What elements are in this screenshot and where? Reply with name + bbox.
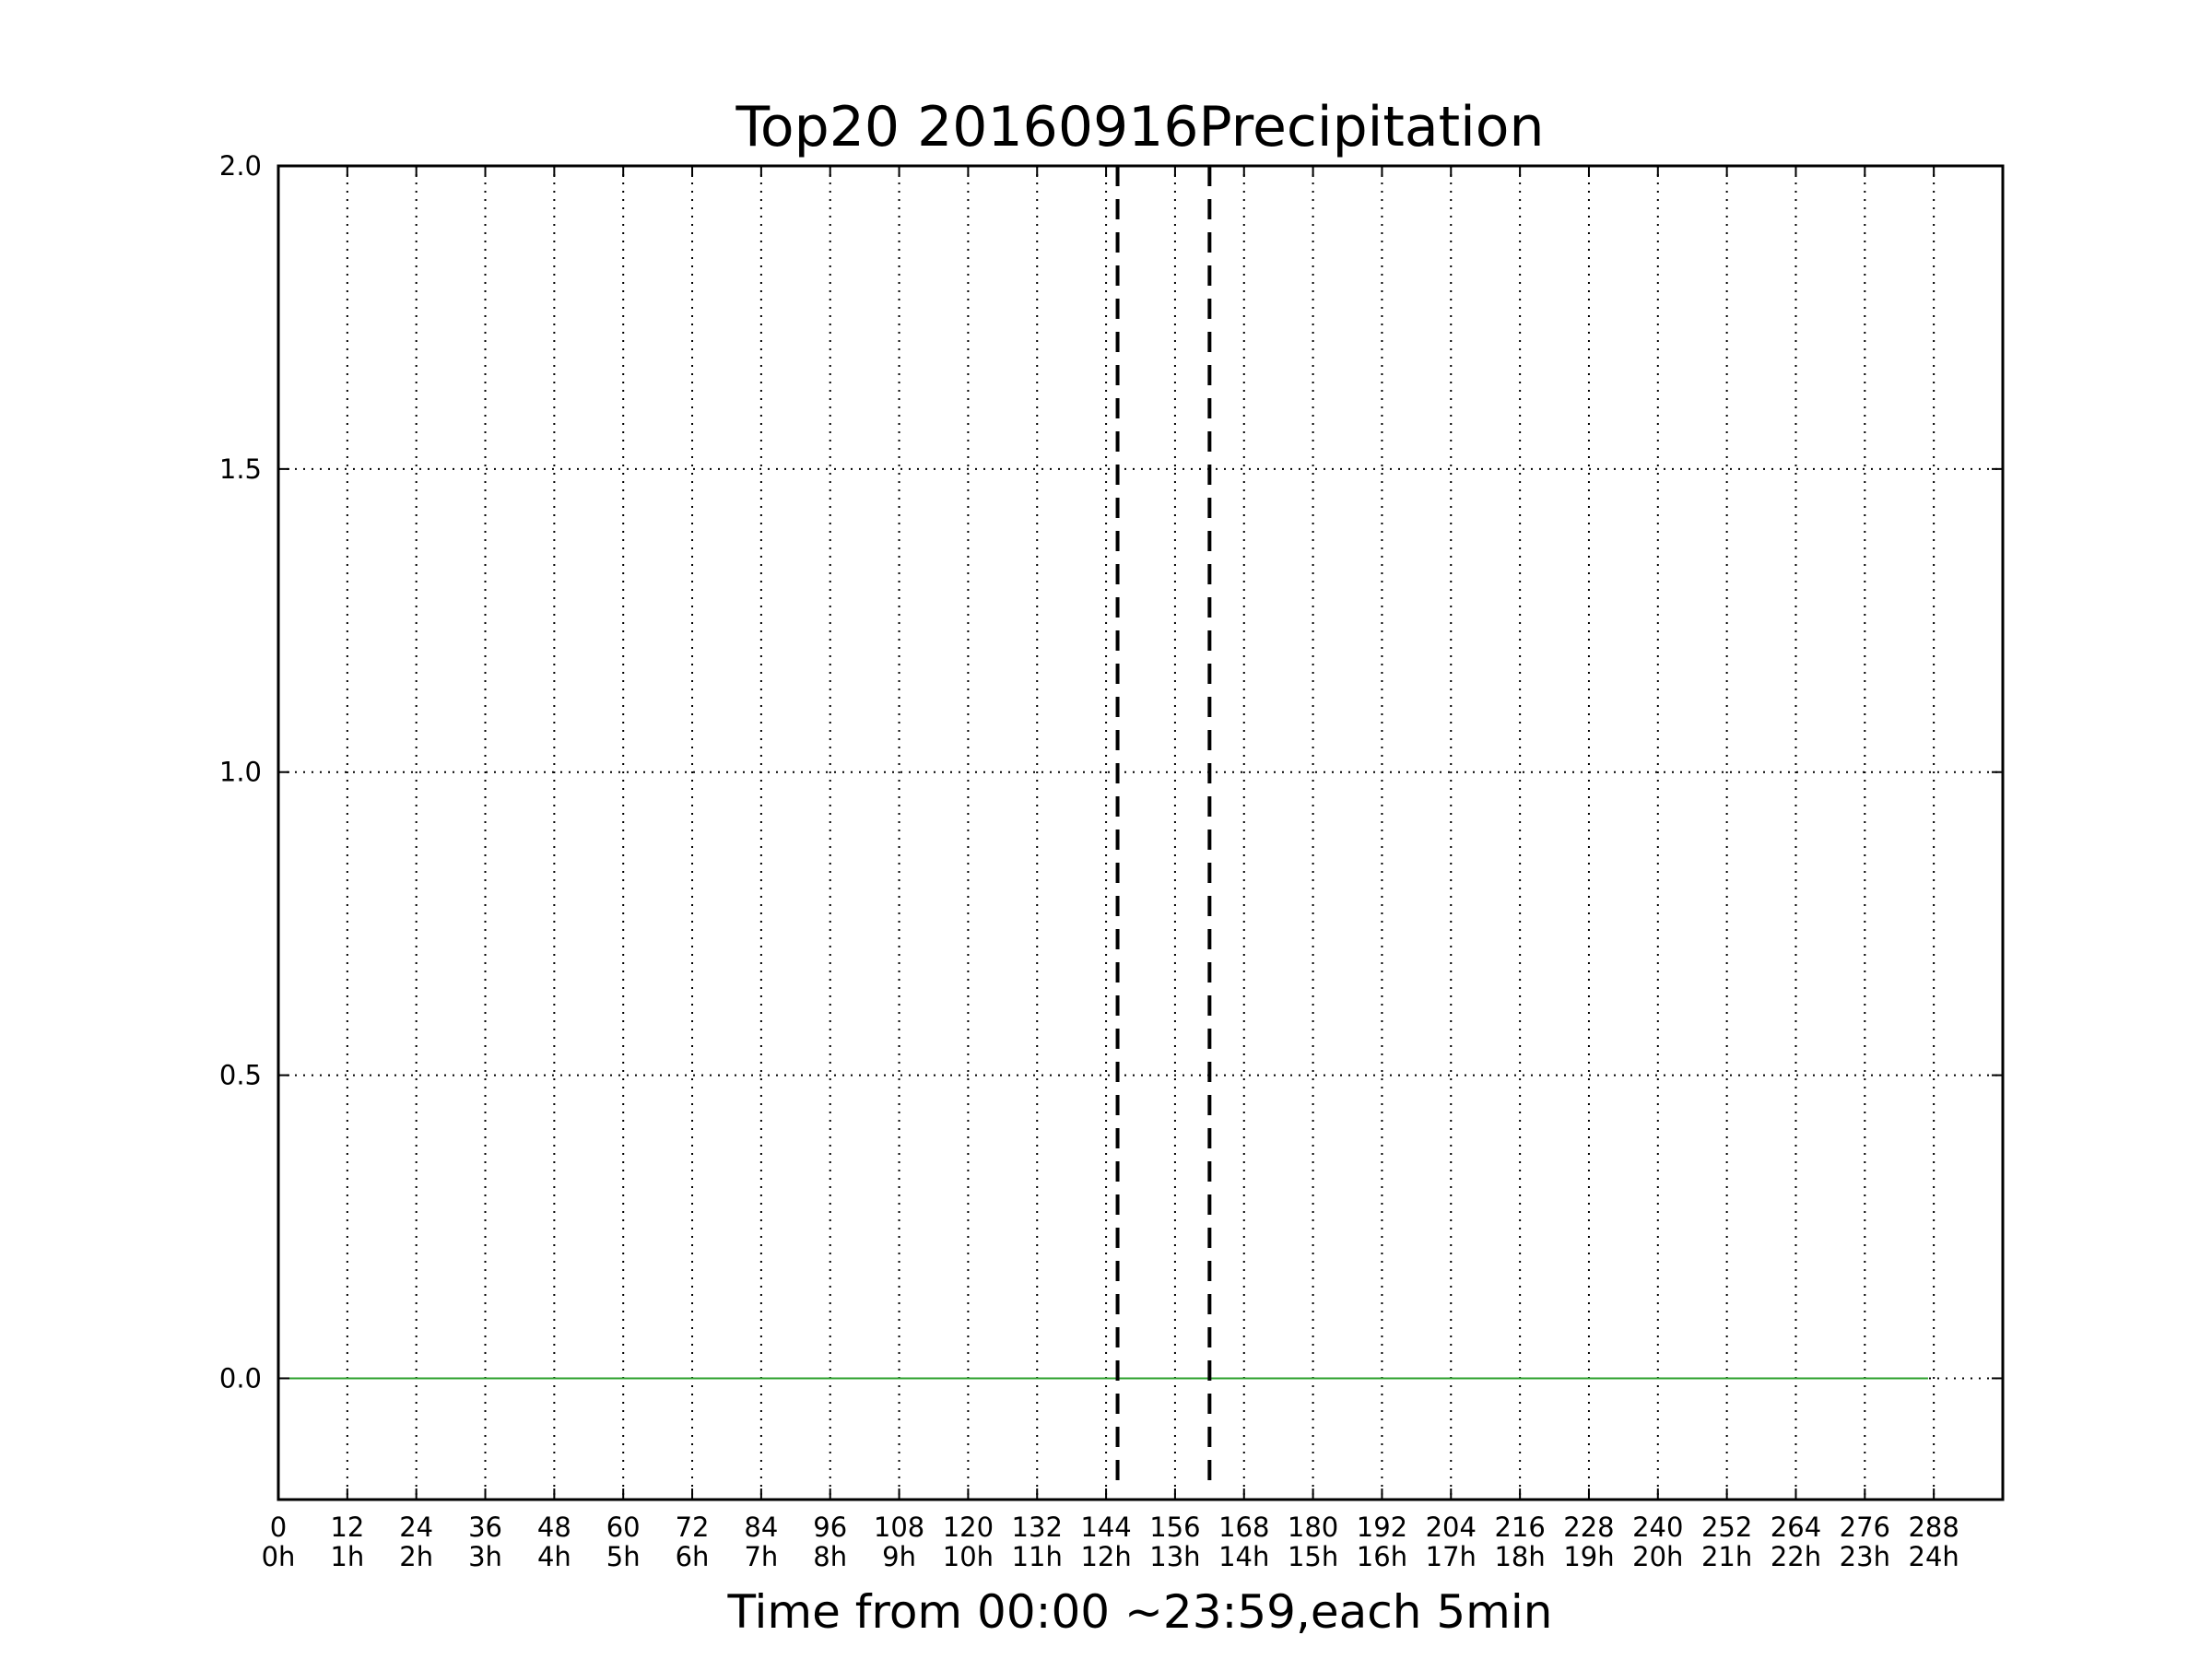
x-tick-label: 228 — [1563, 1512, 1614, 1543]
x-tick-label: 144 — [1080, 1512, 1131, 1543]
x-tick-label: 264 — [1771, 1512, 1821, 1543]
x-tick-hour-label: 20h — [1632, 1541, 1683, 1572]
y-tick-label: 0.0 — [219, 1362, 262, 1394]
x-tick-label: 12 — [330, 1512, 364, 1543]
x-tick-hour-label: 13h — [1149, 1541, 1200, 1572]
x-tick-label: 108 — [874, 1512, 924, 1543]
x-tick-hour-label: 16h — [1357, 1541, 1407, 1572]
x-tick-label: 180 — [1288, 1512, 1338, 1543]
x-tick-hour-label: 19h — [1563, 1541, 1614, 1572]
x-tick-label: 204 — [1426, 1512, 1477, 1543]
x-tick-hour-label: 21h — [1701, 1541, 1752, 1572]
x-tick-label: 132 — [1012, 1512, 1063, 1543]
x-tick-hour-label: 8h — [813, 1541, 847, 1572]
y-tick-label: 1.5 — [219, 453, 262, 485]
x-axis-label: Time from 00:00 ~23:59,each 5min — [727, 1585, 1553, 1639]
x-tick-label: 0 — [270, 1512, 287, 1543]
x-tick-hour-label: 5h — [606, 1541, 641, 1572]
x-tick-label: 276 — [1840, 1512, 1890, 1543]
x-tick-hour-label: 10h — [943, 1541, 994, 1572]
x-tick-label: 252 — [1701, 1512, 1752, 1543]
x-tick-hour-label: 14h — [1218, 1541, 1269, 1572]
x-tick-hour-label: 15h — [1288, 1541, 1338, 1572]
x-tick-hour-label: 23h — [1840, 1541, 1890, 1572]
x-tick-hour-label: 18h — [1494, 1541, 1545, 1572]
x-tick-label: 48 — [537, 1512, 571, 1543]
y-tick-label: 0.5 — [219, 1060, 262, 1091]
x-tick-hour-label: 12h — [1080, 1541, 1131, 1572]
x-tick-hour-label: 24h — [1909, 1541, 1959, 1572]
x-tick-hour-label: 9h — [882, 1541, 916, 1572]
x-tick-label: 60 — [606, 1512, 641, 1543]
x-tick-label: 24 — [399, 1512, 433, 1543]
x-tick-hour-label: 11h — [1012, 1541, 1063, 1572]
x-tick-label: 120 — [943, 1512, 994, 1543]
x-tick-label: 96 — [813, 1512, 847, 1543]
x-tick-hour-label: 7h — [744, 1541, 778, 1572]
x-tick-label: 156 — [1149, 1512, 1200, 1543]
x-tick-hour-label: 2h — [399, 1541, 433, 1572]
x-tick-label: 168 — [1218, 1512, 1269, 1543]
x-tick-label: 216 — [1494, 1512, 1545, 1543]
x-tick-hour-label: 6h — [676, 1541, 710, 1572]
x-tick-label: 240 — [1632, 1512, 1683, 1543]
x-tick-hour-label: 17h — [1426, 1541, 1477, 1572]
y-tick-label: 1.0 — [219, 757, 262, 788]
x-tick-hour-label: 1h — [330, 1541, 364, 1572]
x-tick-hour-label: 22h — [1771, 1541, 1821, 1572]
chart-title: Top20 20160916Precipitation — [735, 95, 1544, 159]
x-tick-hour-label: 4h — [537, 1541, 571, 1572]
x-tick-hour-label: 3h — [468, 1541, 502, 1572]
x-tick-label: 84 — [744, 1512, 778, 1543]
x-tick-label: 72 — [676, 1512, 710, 1543]
x-tick-label: 36 — [468, 1512, 502, 1543]
x-tick-label: 192 — [1357, 1512, 1407, 1543]
x-tick-label: 288 — [1908, 1512, 1959, 1543]
plot-frame — [276, 164, 2005, 1501]
x-tick-hour-label: 0h — [262, 1541, 296, 1572]
vertical-markers — [1115, 166, 1212, 1488]
y-tick-label: 2.0 — [219, 150, 262, 182]
